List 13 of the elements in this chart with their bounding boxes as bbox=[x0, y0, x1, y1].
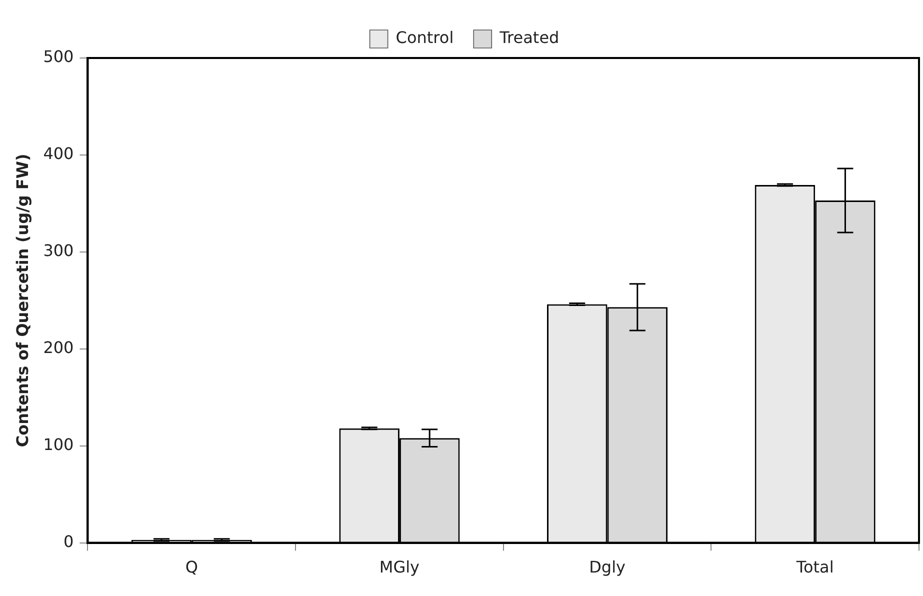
y-tick-label: 500 bbox=[43, 47, 74, 66]
x-tick-label: MGly bbox=[379, 558, 420, 577]
legend-label: Treated bbox=[498, 28, 560, 48]
y-tick-label: 400 bbox=[43, 144, 74, 164]
x-tick-label: Dgly bbox=[589, 558, 626, 577]
y-tick-label: 300 bbox=[43, 241, 74, 260]
x-tick-label: Q bbox=[185, 558, 198, 577]
y-axis-title: Contents of Quercetin (ug/g FW) bbox=[12, 154, 32, 448]
legend-label: Control bbox=[396, 28, 454, 48]
x-tick-label: Total bbox=[795, 558, 834, 577]
y-tick-label: 0 bbox=[64, 532, 74, 551]
y-tick-label: 100 bbox=[43, 434, 74, 454]
y-tick-label: 200 bbox=[43, 338, 74, 358]
